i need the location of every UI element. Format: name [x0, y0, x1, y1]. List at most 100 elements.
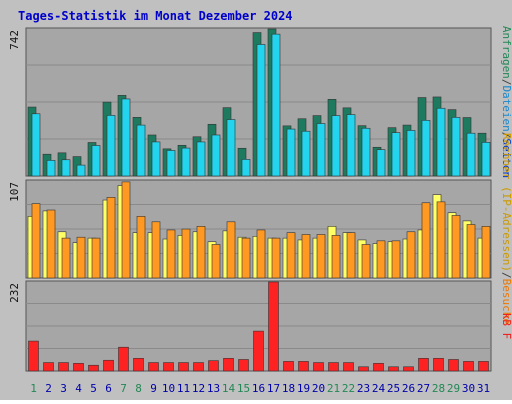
bar-kb: [103, 359, 114, 372]
bar-besuche: [76, 236, 86, 279]
bar-dateien: [451, 117, 461, 177]
bar-dateien: [271, 33, 281, 177]
bar-dateien: [196, 141, 206, 177]
bar-kb: [418, 358, 429, 372]
bar-besuche: [361, 244, 371, 279]
legend-requests: Anfragen/Dateien/Seiten: [500, 26, 512, 178]
x-tick-label: 12: [192, 382, 205, 395]
x-tick-label: 17: [267, 382, 280, 395]
bar-kb: [118, 346, 129, 372]
legend-part: /: [500, 79, 512, 86]
bar-dateien: [151, 141, 161, 177]
bar-kb: [238, 359, 249, 372]
x-tick-label: 8: [135, 382, 142, 395]
bar-besuche: [166, 229, 176, 279]
bar-dateien: [466, 132, 476, 177]
x-tick-label: 1: [30, 382, 37, 395]
chart-title: Tages-Statistik im Monat Dezember 2024: [18, 9, 293, 23]
x-tick-label: 9: [150, 382, 157, 395]
x-tick-label: 30: [462, 382, 475, 395]
bar-besuche: [226, 221, 236, 279]
bar-besuche: [271, 237, 281, 279]
bar-kb: [133, 358, 144, 372]
bar-dateien: [481, 142, 491, 177]
bar-kb: [88, 364, 99, 372]
bar-besuche: [406, 231, 416, 279]
bar-besuche: [61, 237, 71, 279]
x-tick-label: 27: [417, 382, 430, 395]
x-tick-label: 19: [297, 382, 310, 395]
bar-besuche: [211, 244, 221, 279]
bar-kb: [178, 362, 189, 372]
bar-besuche: [106, 197, 116, 279]
bar-kb: [298, 361, 309, 372]
x-tick-label: 2: [45, 382, 52, 395]
bar-besuche: [151, 221, 161, 279]
max-value-label-requests: 742: [8, 30, 21, 50]
bar-dateien: [286, 128, 296, 177]
bar-kb: [283, 361, 294, 372]
legend-kb: kB F: [500, 313, 512, 340]
bar-besuche: [181, 228, 191, 279]
bar-dateien: [211, 134, 221, 177]
bar-dateien: [106, 115, 116, 177]
x-tick-label: 28: [432, 382, 445, 395]
bar-dateien: [436, 107, 446, 177]
x-tick-label: 5: [90, 382, 97, 395]
x-tick-label: 25: [387, 382, 400, 395]
x-tick-label: 20: [312, 382, 325, 395]
legend-part: /: [500, 272, 512, 279]
bar-dateien: [136, 124, 146, 177]
bar-dateien: [376, 149, 386, 177]
bar-dateien: [181, 147, 191, 177]
bar-dateien: [226, 119, 236, 177]
bar-besuche: [286, 232, 296, 279]
bar-kb: [358, 366, 369, 372]
legend-part: kB F: [500, 313, 512, 340]
bar-besuche: [331, 235, 341, 279]
legend-part: Rechner (IP-Adressen): [500, 133, 512, 272]
bar-dateien: [331, 115, 341, 177]
x-tick-label: 21: [327, 382, 340, 395]
bar-kb: [448, 359, 459, 372]
bar-kb: [328, 362, 339, 372]
bar-dateien: [121, 98, 131, 177]
bar-dateien: [91, 145, 101, 177]
bar-dateien: [61, 159, 71, 177]
bar-kb: [43, 362, 54, 372]
legend-visitors: Rechner (IP-Adressen)/Besuche: [500, 133, 512, 325]
bar-kb: [433, 358, 444, 372]
x-tick-label: 26: [402, 382, 415, 395]
x-tick-label: 14: [222, 382, 236, 395]
legend-part: Anfragen: [500, 26, 512, 79]
bar-kb: [403, 366, 414, 372]
bar-besuche: [376, 240, 386, 279]
x-tick-label: 29: [447, 382, 460, 395]
x-tick-label: 18: [282, 382, 295, 395]
bar-dateien: [361, 127, 371, 177]
bar-besuche: [196, 226, 206, 279]
bar-besuche: [391, 240, 401, 279]
x-tick-label: 6: [105, 382, 112, 395]
bar-kb: [478, 361, 489, 372]
bar-besuche: [46, 209, 56, 279]
bar-dateien: [46, 160, 56, 177]
x-tick-label: 23: [357, 382, 370, 395]
bar-dateien: [31, 113, 41, 177]
bar-dateien: [166, 150, 176, 177]
legend-part: Seiten: [500, 138, 512, 178]
bar-kb: [208, 360, 219, 372]
bar-dateien: [241, 159, 251, 177]
bar-kb: [343, 362, 354, 372]
bar-besuche: [136, 216, 146, 279]
bar-kb: [313, 362, 324, 372]
bar-kb: [73, 363, 84, 372]
bar-dateien: [421, 120, 431, 177]
bar-kb: [268, 281, 279, 372]
bar-dateien: [256, 44, 266, 177]
bar-dateien: [316, 123, 326, 177]
x-tick-label: 22: [342, 382, 355, 395]
max-value-label-visitors: 107: [8, 182, 21, 202]
